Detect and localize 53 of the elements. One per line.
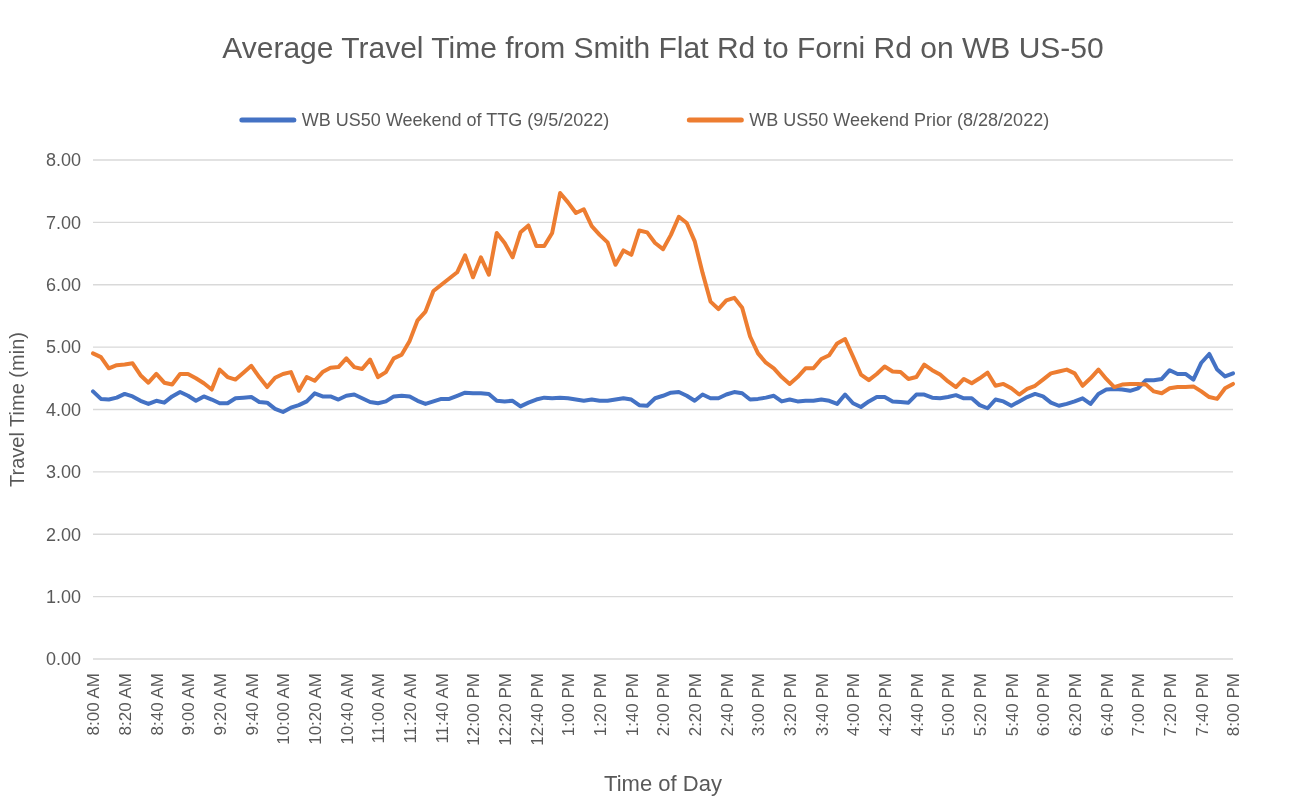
x-tick-label: 7:20 PM [1161, 673, 1181, 737]
x-tick-label: 4:20 PM [876, 673, 896, 737]
x-tick-label: 5:40 PM [1002, 673, 1022, 737]
x-tick-label: 11:20 AM [401, 673, 421, 744]
x-tick-label: 9:20 AM [211, 673, 231, 736]
x-tick-label: 3:40 PM [812, 673, 832, 737]
x-tick-label: 5:00 PM [939, 673, 959, 737]
x-tick-label: 12:20 PM [496, 673, 516, 746]
x-tick-label: 10:40 AM [337, 673, 357, 745]
legend-label: WB US50 Weekend of TTG (9/5/2022) [301, 110, 610, 131]
x-tick-label: 1:20 PM [591, 673, 611, 737]
x-tick-label: 6:00 PM [1034, 673, 1054, 737]
x-tick-label: 1:40 PM [622, 673, 642, 737]
x-tick-label: 10:00 AM [274, 673, 294, 745]
x-tick-label: 8:40 AM [147, 673, 167, 736]
line-series [91, 351, 1235, 414]
x-tick-label: 7:40 PM [1192, 673, 1212, 737]
x-tick-label: 10:20 AM [306, 673, 326, 745]
chart-title: Average Travel Time from Smith Flat Rd to Forni Rd on WB US-50 [222, 31, 1104, 64]
line-series [91, 191, 1235, 401]
x-tick-label: 1:00 PM [559, 673, 579, 737]
y-tick-label: 0.00 [45, 649, 81, 670]
x-tick-label: 12:00 PM [464, 673, 484, 746]
x-tick-label: 8:20 AM [116, 673, 136, 736]
x-tick-label: 9:40 AM [242, 673, 262, 736]
x-tick-label: 3:00 PM [749, 673, 769, 737]
legend-label: WB US50 Weekend Prior (8/28/2022) [749, 110, 1050, 131]
x-tick-label: 11:00 AM [369, 673, 389, 744]
x-tick-label: 2:00 PM [654, 673, 674, 737]
x-tick-label: 4:00 PM [844, 673, 864, 737]
x-tick-label: 4:40 PM [907, 673, 927, 737]
x-axis-title: Time of Day [604, 771, 722, 796]
y-axis-title: Travel Time (min) [6, 332, 28, 487]
y-tick-label: 2.00 [45, 524, 81, 545]
y-tick-label: 1.00 [45, 586, 81, 607]
y-tick-label: 8.00 [45, 150, 81, 171]
y-tick-label: 5.00 [45, 337, 81, 358]
y-tick-label: 6.00 [45, 275, 81, 296]
y-tick-label: 3.00 [45, 462, 81, 483]
x-tick-label: 8:00 AM [84, 673, 104, 736]
x-tick-label: 6:40 PM [1097, 673, 1117, 737]
x-tick-label: 12:40 PM [527, 673, 547, 746]
x-tick-label: 7:00 PM [1129, 673, 1149, 737]
x-tick-label: 2:40 PM [717, 673, 737, 737]
x-tick-label: 6:20 PM [1066, 673, 1086, 737]
x-tick-label: 9:00 AM [179, 673, 199, 736]
y-tick-label: 7.00 [45, 212, 81, 233]
x-tick-label: 11:40 AM [432, 673, 452, 744]
y-tick-label: 4.00 [45, 399, 81, 420]
x-tick-label: 5:20 PM [971, 673, 991, 737]
x-tick-label: 2:20 PM [686, 673, 706, 737]
x-tick-label: 8:00 PM [1224, 673, 1244, 737]
x-tick-label: 3:20 PM [781, 673, 801, 737]
